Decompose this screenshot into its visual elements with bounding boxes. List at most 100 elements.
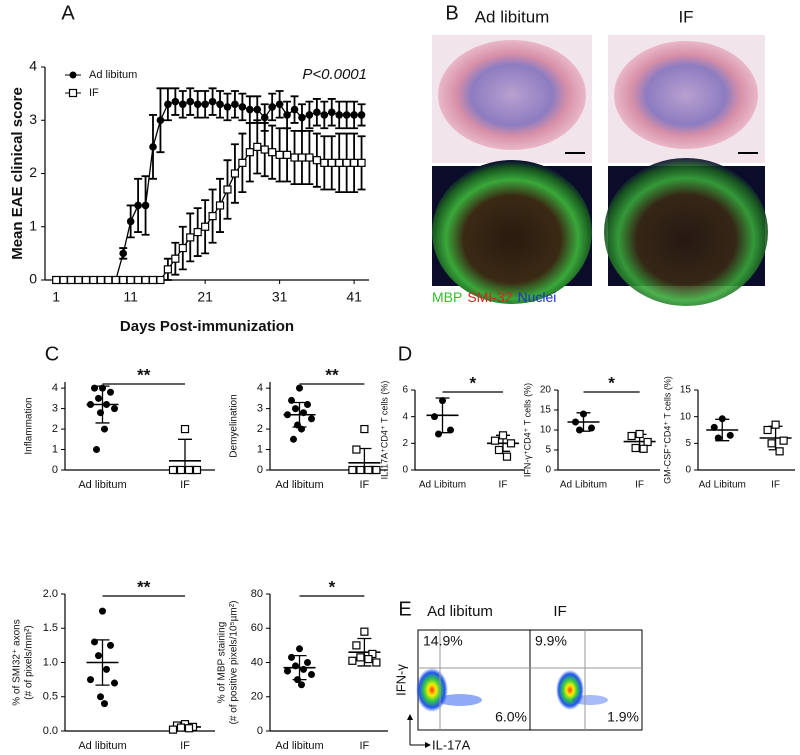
y-tick-label: 3 bbox=[257, 403, 263, 415]
marker-circle bbox=[201, 100, 209, 109]
error-group bbox=[706, 418, 739, 442]
legend-label: IF bbox=[89, 87, 99, 99]
flow-y-label: IFN-γ bbox=[393, 664, 408, 696]
marker-circle bbox=[305, 111, 314, 119]
image-title: IF bbox=[678, 7, 693, 26]
marker-square bbox=[119, 275, 128, 285]
y-axis-label: Demyelination bbox=[229, 394, 240, 457]
y-tick-label: 2.0 bbox=[43, 588, 58, 600]
marker-circle bbox=[718, 415, 726, 423]
y-tick-label: 3 bbox=[29, 111, 37, 127]
marker-circle bbox=[292, 662, 299, 670]
marker-circle bbox=[246, 105, 254, 114]
marker-circle bbox=[290, 435, 297, 443]
marker-square bbox=[290, 153, 299, 162]
marker-square bbox=[111, 275, 120, 285]
x-tick-label: 11 bbox=[123, 289, 138, 305]
significance: ** bbox=[137, 577, 151, 596]
marker-square bbox=[134, 275, 143, 285]
marker-square bbox=[230, 169, 240, 178]
marker-circle bbox=[107, 641, 114, 649]
marker-circle bbox=[141, 201, 150, 210]
y-axis-label: IFN-γ⁺CD4⁺ T cells (%) bbox=[522, 383, 532, 477]
marker-square bbox=[253, 142, 262, 151]
error-group bbox=[169, 438, 201, 470]
marker-square bbox=[245, 148, 254, 157]
marker-square bbox=[372, 465, 381, 475]
y-tick-label: 1.5 bbox=[43, 622, 58, 634]
marker-circle bbox=[101, 700, 108, 708]
marker-circle bbox=[710, 423, 718, 431]
marker-circle bbox=[292, 405, 299, 413]
marker-circle bbox=[300, 409, 307, 417]
marker-circle bbox=[275, 100, 284, 109]
y-tick-label: 5 bbox=[545, 445, 551, 456]
marker-circle bbox=[588, 424, 595, 432]
significance: * bbox=[608, 373, 615, 392]
marker-circle bbox=[572, 418, 579, 426]
annotation: P<0.0001 bbox=[302, 66, 367, 83]
histology-images bbox=[432, 35, 768, 306]
panel-label: B bbox=[445, 2, 458, 24]
marker-circle bbox=[95, 652, 102, 660]
flow-x-label: IL-17A bbox=[432, 737, 471, 752]
y-axis-label: (# of positive pixels/10⁵µm²) bbox=[229, 601, 240, 725]
error-group bbox=[283, 655, 316, 681]
marker-square bbox=[168, 465, 178, 475]
marker-circle bbox=[439, 397, 446, 405]
marker-circle bbox=[156, 116, 165, 125]
y-tick-label: 0 bbox=[257, 725, 263, 737]
marker-circle bbox=[298, 425, 305, 433]
marker-circle bbox=[308, 670, 315, 678]
quadrant-label: 1.9% bbox=[607, 709, 639, 725]
marker-square bbox=[490, 436, 500, 445]
marker-square bbox=[364, 654, 373, 664]
panel-label: E bbox=[398, 598, 411, 620]
y-tick-label: 10 bbox=[540, 425, 552, 436]
marker-square bbox=[639, 444, 648, 453]
marker-square bbox=[171, 254, 180, 263]
x-tick-label: Ad libitum bbox=[275, 479, 323, 491]
marker-circle bbox=[95, 394, 102, 402]
y-tick-label: 5 bbox=[685, 438, 691, 449]
marker-circle bbox=[288, 396, 295, 404]
marker-square bbox=[186, 233, 195, 242]
marker-square bbox=[360, 424, 369, 434]
marker-square bbox=[193, 227, 202, 237]
marker-square bbox=[168, 725, 178, 734]
marker-square bbox=[223, 185, 232, 194]
marker-square bbox=[141, 275, 150, 285]
significance: ** bbox=[137, 365, 151, 384]
marker-square bbox=[74, 275, 83, 285]
marker-circle bbox=[69, 71, 77, 79]
marker-circle bbox=[231, 100, 239, 109]
x-tick-label: Ad libitum bbox=[78, 479, 126, 491]
marker-square bbox=[498, 431, 508, 440]
marker-square bbox=[282, 150, 292, 159]
marker-circle bbox=[111, 405, 118, 413]
marker-circle bbox=[284, 411, 291, 419]
y-axis-label: Mean EAE clinical score bbox=[9, 87, 26, 260]
x-tick-label: Ad libitum bbox=[78, 740, 126, 752]
marker-circle bbox=[107, 388, 114, 396]
marker-square bbox=[68, 88, 78, 98]
marker-square bbox=[268, 148, 277, 157]
marker-square bbox=[184, 465, 194, 475]
marker-square bbox=[494, 445, 504, 455]
y-tick-label: 3 bbox=[52, 403, 58, 415]
y-tick-label: 15 bbox=[680, 385, 692, 396]
marker-circle bbox=[91, 638, 98, 646]
panel-label: A bbox=[61, 2, 75, 24]
marker-square bbox=[156, 275, 165, 285]
y-tick-label: 1 bbox=[29, 217, 37, 233]
quadrant-label: 9.9% bbox=[535, 633, 567, 649]
marker-circle bbox=[119, 249, 128, 258]
flow-title: IF bbox=[553, 603, 566, 620]
marker-square bbox=[356, 465, 365, 475]
marker-square bbox=[763, 425, 772, 435]
x-tick-label: Ad Libitum bbox=[699, 480, 746, 491]
marker-square bbox=[201, 222, 210, 231]
y-tick-label: 0 bbox=[52, 464, 58, 476]
marker-square bbox=[52, 275, 61, 285]
marker-circle bbox=[101, 425, 108, 433]
